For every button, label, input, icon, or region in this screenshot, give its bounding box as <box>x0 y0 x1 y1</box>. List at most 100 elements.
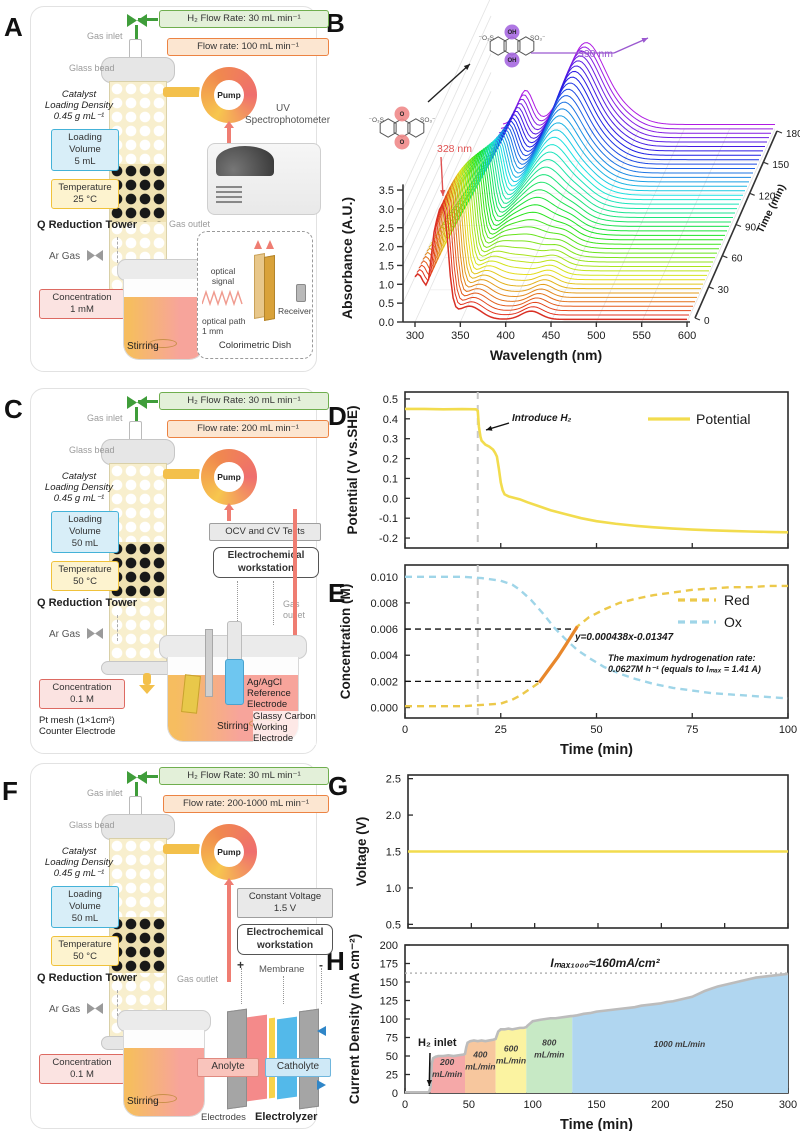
svg-text:100: 100 <box>523 1099 541 1111</box>
svg-text:SO₃⁻: SO₃⁻ <box>420 117 436 124</box>
svg-text:OH: OH <box>508 58 517 64</box>
catholyte-in-arrow <box>317 1026 326 1036</box>
gas-outlet-label: Gas outlet <box>283 599 305 620</box>
svg-text:390 nm: 390 nm <box>578 48 613 60</box>
h2-pipe <box>135 25 138 43</box>
minus-terminal: - <box>319 958 323 972</box>
svg-text:The maximum hydrogenation rate: The maximum hydrogenation rate: <box>608 653 756 663</box>
svg-text:0.2: 0.2 <box>383 454 398 466</box>
cuvette-arrow-1 <box>254 240 262 249</box>
uv-label: UV Spectrophotometer <box>245 103 331 126</box>
pump-label: Pump <box>214 462 244 492</box>
pump-pipe-arrow <box>224 878 234 885</box>
gas-inlet-label: Gas inlet <box>87 788 123 798</box>
svg-text:OH: OH <box>508 30 517 36</box>
svg-text:1.0: 1.0 <box>386 883 401 895</box>
temperature-box: Temperature 25 °C <box>51 179 119 209</box>
workstation-wire-2 <box>273 581 274 625</box>
svg-text:30: 30 <box>718 285 730 296</box>
svg-text:Current Density (mA cm⁻²): Current Density (mA cm⁻²) <box>347 934 362 1104</box>
svg-text:2.5: 2.5 <box>379 223 394 235</box>
plus-terminal: + <box>237 958 245 972</box>
svg-text:O: O <box>400 112 405 118</box>
flask-liquid <box>124 1048 204 1116</box>
svg-text:90: 90 <box>745 223 757 234</box>
catalyst-label: Catalyst Loading Density 0.45 g mL⁻¹ <box>44 846 114 880</box>
tower-base <box>101 661 175 675</box>
ar-pipe <box>117 237 118 263</box>
panel-a-apparatus: H₂ Flow Rate: 30 mL min⁻¹ Flow rate: 100… <box>30 6 330 372</box>
return-pipe <box>293 509 297 679</box>
glassy-carbon-label: Glassy Carbon Working Electrode <box>253 711 316 745</box>
pt-mesh-label: Pt mesh (1×1cm²) Counter Electrode <box>39 715 116 738</box>
svg-text:0.0627M h⁻¹ (equals to Iₘₐₓ =: 0.0627M h⁻¹ (equals to Iₘₐₓ = 1.41 A) <box>608 664 761 674</box>
svg-text:Absorbance (A.U.): Absorbance (A.U.) <box>339 197 355 319</box>
loading-volume-box: Loading Volume 5 mL <box>51 129 119 171</box>
svg-text:200: 200 <box>380 940 398 952</box>
tower-outlet-tube <box>163 87 201 97</box>
svg-text:mL/min: mL/min <box>496 1055 526 1065</box>
svg-text:⁻O₃S: ⁻O₃S <box>369 117 385 124</box>
svg-text:0: 0 <box>402 1099 408 1111</box>
svg-text:175: 175 <box>380 959 398 971</box>
svg-text:0.0: 0.0 <box>379 317 394 329</box>
svg-text:150: 150 <box>587 1099 605 1111</box>
stirring-label: Stirring <box>127 1096 159 1107</box>
ar-gas-label: Ar Gas <box>49 1004 81 1015</box>
svg-text:0.1: 0.1 <box>383 473 398 485</box>
svg-text:25: 25 <box>495 724 507 736</box>
pump-icon: Pump <box>201 449 257 505</box>
ar-valve-icon <box>87 628 103 639</box>
electrodes-label: Electrodes <box>201 1112 246 1123</box>
catholyte-label: Catholyte <box>265 1058 331 1077</box>
svg-text:0.5: 0.5 <box>379 298 394 310</box>
workstation-wire-1 <box>237 581 238 625</box>
svg-text:60: 60 <box>731 254 743 265</box>
panel-c-apparatus: H₂ Flow Rate: 30 mL min⁻¹ Flow rate: 200… <box>30 388 329 754</box>
catalyst-label: Catalyst Loading Density 0.45 g mL⁻¹ <box>44 89 114 123</box>
svg-text:180: 180 <box>786 129 800 140</box>
cuvette-arrow-2 <box>266 240 274 249</box>
molecule-icon: O O ⁻O₃S SO₃⁻ <box>369 106 436 150</box>
flask-lid <box>117 1010 211 1032</box>
svg-text:Iₘₐₓ₁₀₀₀≈160mA/cm²: Iₘₐₓ₁₀₀₀≈160mA/cm² <box>550 956 660 970</box>
colorimetric-inset: optical signal optical path 1 mm Receive… <box>197 231 313 359</box>
pump-pipe <box>227 507 231 521</box>
flask-liquid <box>124 297 204 359</box>
pump-pipe-arrow <box>224 121 234 128</box>
workstation-box: Electrochemical workstation <box>237 924 333 955</box>
tower-lid <box>101 814 175 840</box>
concentration-box: Concentration 1 mM <box>39 289 125 319</box>
catalyst-zone <box>110 164 166 222</box>
temperature-box: Temperature 50 °C <box>51 936 119 966</box>
workstation-box: Electrochemical workstation <box>213 547 319 578</box>
svg-text:50: 50 <box>386 1051 398 1063</box>
ocv-box: OCV and CV Tests <box>209 523 321 541</box>
svg-text:mL/min: mL/min <box>534 1050 564 1060</box>
electrode-stem <box>227 621 242 663</box>
stir-bar-icon <box>149 339 177 348</box>
svg-text:0.010: 0.010 <box>370 572 398 584</box>
svg-text:120: 120 <box>759 191 776 202</box>
anolyte-label: Anolyte <box>197 1058 259 1077</box>
svg-text:0: 0 <box>704 316 710 327</box>
pump-label: Pump <box>214 80 244 110</box>
electrolyzer-label: Electrolyzer <box>255 1111 318 1123</box>
svg-text:0.4: 0.4 <box>383 414 398 426</box>
drain-arrow <box>139 685 155 694</box>
chart-h: 0 25 50 75 100 125 150 175 200 0 50 100 150 200 250 300… <box>347 934 797 1131</box>
svg-text:Wavelength (nm): Wavelength (nm) <box>490 347 602 363</box>
svg-text:50: 50 <box>463 1099 475 1111</box>
svg-text:-0.1: -0.1 <box>379 513 398 525</box>
cuvette-front <box>264 255 275 321</box>
svg-text:Introduce H₂: Introduce H₂ <box>512 413 572 424</box>
svg-text:mL/min: mL/min <box>432 1069 462 1079</box>
svg-text:350: 350 <box>451 330 469 342</box>
panel-letter-b: B <box>326 8 345 38</box>
svg-text:0.002: 0.002 <box>370 676 398 688</box>
svg-text:Potential (V vs.SHE): Potential (V vs.SHE) <box>345 405 360 534</box>
svg-text:2.0: 2.0 <box>386 810 401 822</box>
svg-text:600: 600 <box>504 1043 518 1053</box>
ar-gas-label: Ar Gas <box>49 251 81 262</box>
flask-body <box>123 279 205 360</box>
